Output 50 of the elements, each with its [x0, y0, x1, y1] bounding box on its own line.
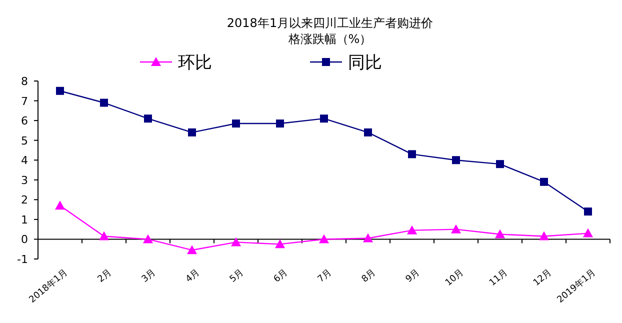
y-tick-label: 6 — [21, 114, 28, 128]
x-tick-label: 6月 — [272, 268, 290, 285]
y-tick-label: 2 — [21, 194, 28, 207]
y-tick-label: -1 — [17, 253, 28, 266]
x-tick-label: 11月 — [488, 268, 510, 288]
point — [275, 239, 285, 248]
legend-label: 同比 — [348, 53, 382, 73]
x-tick-label: 10月 — [444, 268, 466, 288]
point — [319, 234, 329, 244]
x-tick-label: 4月 — [184, 268, 202, 285]
point — [231, 237, 241, 246]
point — [100, 98, 108, 107]
y-tick-label: 1 — [21, 213, 28, 226]
x-tick-label: 8月 — [360, 268, 378, 285]
point — [56, 86, 64, 95]
point — [55, 200, 65, 210]
point — [408, 150, 416, 158]
point — [584, 208, 592, 216]
point — [539, 231, 549, 240]
y-tick-label: 5 — [21, 134, 28, 148]
point — [232, 120, 240, 128]
chart-title: 2018年1月以来四川工业生产者购进价格涨跌幅（%） — [226, 16, 434, 46]
point — [407, 225, 417, 234]
point — [187, 245, 197, 254]
x-tick-label: 7月 — [316, 268, 334, 285]
point — [320, 114, 328, 123]
x-tick-label: 9月 — [404, 268, 422, 285]
point — [364, 128, 372, 136]
point — [144, 114, 152, 123]
point — [452, 156, 460, 164]
legend-label: 环比 — [178, 53, 212, 73]
point — [143, 234, 153, 244]
y-tick-label: 4 — [21, 154, 28, 168]
point — [451, 224, 461, 234]
point — [540, 178, 548, 186]
x-tick-label: 5月 — [228, 268, 246, 285]
point — [99, 231, 109, 240]
x-tick-label: 3月 — [140, 268, 158, 285]
point — [188, 128, 196, 136]
x-tick-label: 12月 — [532, 268, 554, 288]
y-tick-label: 8 — [21, 75, 28, 88]
point — [276, 120, 284, 128]
point — [496, 160, 504, 168]
point — [363, 233, 373, 242]
y-tick-label: 0 — [21, 233, 28, 246]
x-tick-label: 2月 — [96, 268, 114, 285]
point — [495, 229, 505, 238]
y-tick-label: 3 — [21, 174, 28, 187]
point — [583, 228, 593, 238]
y-tick-label: 7 — [21, 94, 28, 108]
